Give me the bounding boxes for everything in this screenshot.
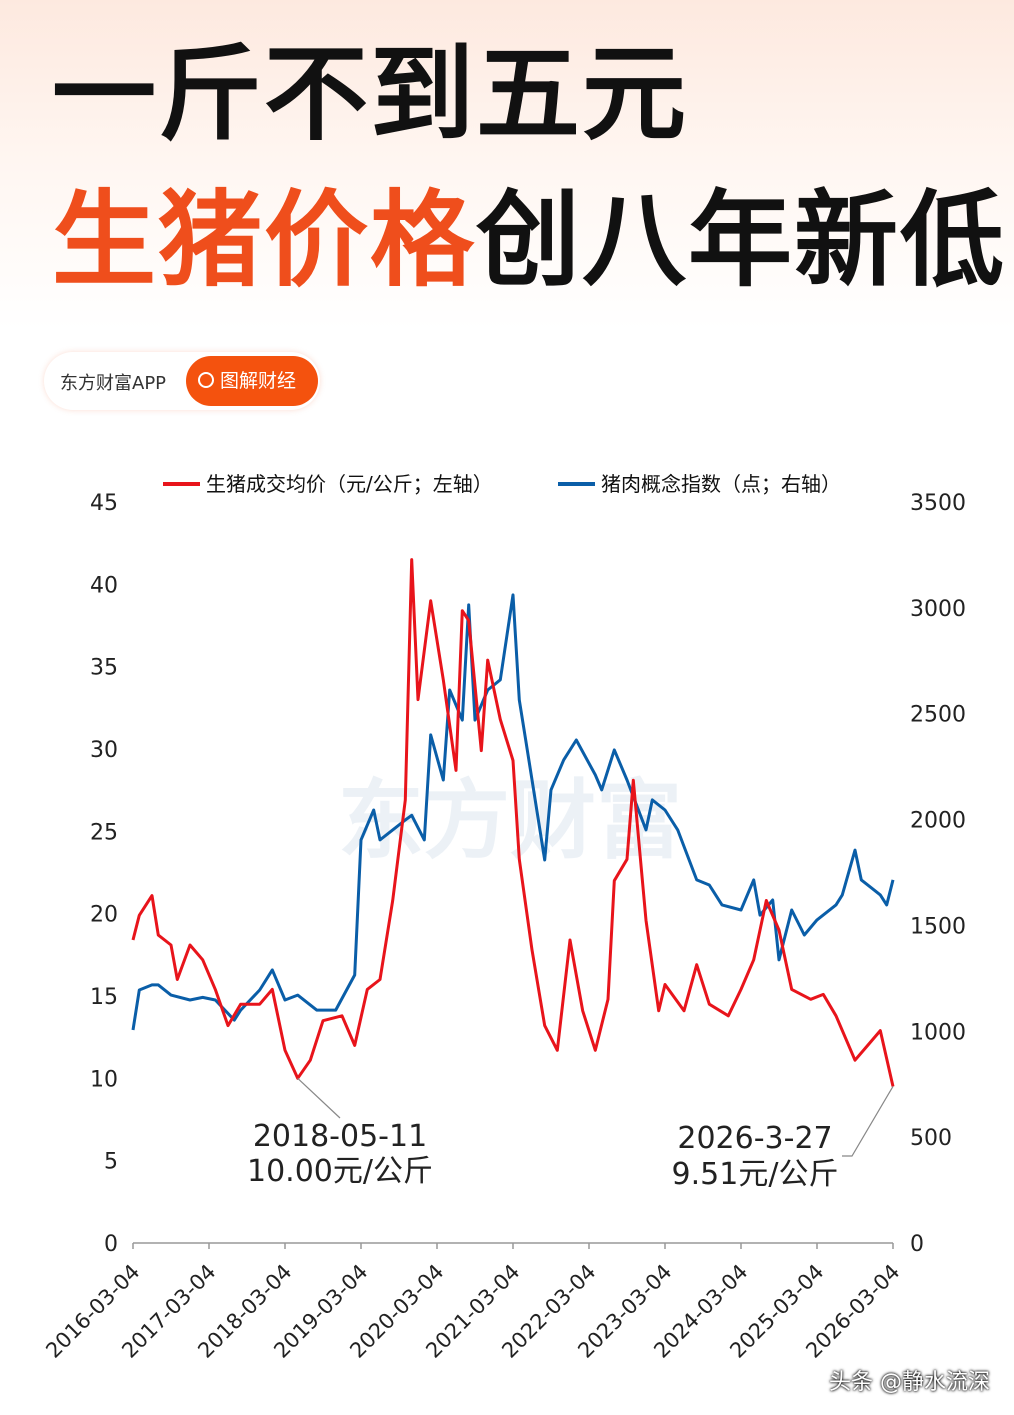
y-right-tick-label: 2500: [910, 703, 966, 728]
legend: 生猪成交均价（元/公斤；左轴） 猪肉概念指数（点；右轴）: [163, 472, 841, 496]
y-right-tick-label: 1500: [910, 914, 966, 939]
y-right-tick-label: 0: [910, 1232, 924, 1257]
y-right-tick-label: 500: [910, 1126, 952, 1151]
legend-label-price: 生猪成交均价（元/公斤；左轴）: [206, 472, 493, 496]
y-left-tick-label: 20: [90, 903, 118, 928]
annotation-leader: [842, 1086, 894, 1157]
annotation-date: 2026-3-27: [677, 1121, 832, 1156]
app-name: 东方财富APP: [60, 373, 167, 394]
y-right-tick-label: 3500: [910, 491, 966, 516]
y-left-tick-label: 35: [90, 656, 118, 681]
y-left-tick-label: 45: [90, 491, 118, 516]
y-left-tick-label: 15: [90, 985, 118, 1010]
y-left-tick-label: 10: [90, 1067, 118, 1092]
headline-line2: 生猪价格创八年新低: [52, 180, 1006, 300]
y-left-tick-label: 30: [90, 738, 118, 763]
annotation-date: 2018-05-11: [253, 1119, 427, 1154]
source-badge: 东方财富APP 图解财经: [44, 352, 320, 410]
headline-highlight: 生猪价格: [52, 179, 477, 301]
graphic-finance-button[interactable]: 图解财经: [186, 356, 318, 406]
y-left-tick-label: 40: [90, 573, 118, 598]
annotation-leader: [297, 1077, 341, 1119]
annotation-value: 10.00元/公斤: [247, 1154, 433, 1189]
y-right-tick-label: 1000: [910, 1020, 966, 1045]
annotation-value: 9.51元/公斤: [672, 1157, 839, 1192]
footer-watermark: 头条 @静水流深: [829, 1370, 990, 1395]
legend-label-index: 猪肉概念指数（点；右轴）: [601, 472, 841, 496]
y-left-tick-label: 5: [104, 1150, 118, 1175]
y-left-tick-label: 25: [90, 820, 118, 845]
y-right-tick-label: 2000: [910, 809, 966, 834]
headline-rest: 创八年新低: [476, 179, 1007, 301]
button-label: 图解财经: [220, 370, 297, 392]
series-line-pig-price: [131, 558, 895, 1087]
search-icon: [198, 372, 214, 388]
y-left-tick-label: 0: [104, 1232, 118, 1257]
watermark: 东方财富: [338, 771, 682, 871]
headline-line1: 一斤不到五元: [52, 33, 689, 155]
y-right-tick-label: 3000: [910, 597, 966, 622]
